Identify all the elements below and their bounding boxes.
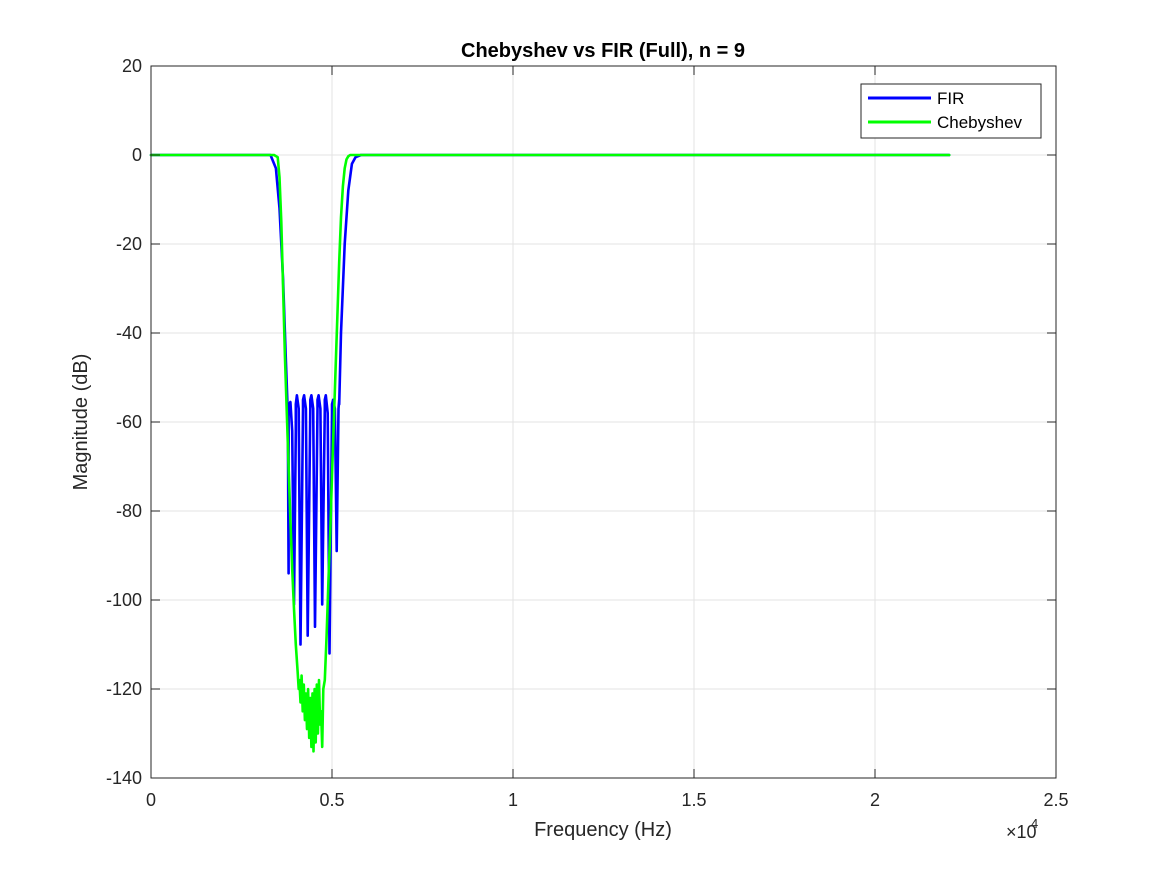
y-tick-label: 20: [122, 56, 142, 76]
x-axis-label: Frequency (Hz): [534, 819, 672, 841]
x-tick-labels: 0 0.5 1 1.5 2 2.5: [146, 790, 1069, 810]
x-exponent-power: 4: [1031, 816, 1038, 831]
series-line-chebyshev: [149, 153, 951, 753]
y-tick-label: -100: [106, 590, 142, 610]
legend-box: [860, 83, 1042, 139]
x-tick-label: 2: [870, 790, 880, 810]
y-tick-label: 0: [132, 145, 142, 165]
x-tick-label: 2.5: [1043, 790, 1068, 810]
y-tick-label: -80: [116, 501, 142, 521]
x-tick-label: 0: [146, 790, 156, 810]
y-tick-label: -40: [116, 323, 142, 343]
y-tick-label: -140: [106, 768, 142, 788]
plot-area: [149, 65, 1057, 779]
y-tick-label: -60: [116, 412, 142, 432]
y-axis-label: Magnitude (dB): [70, 354, 92, 491]
x-exponent-base: ×10: [1006, 822, 1037, 842]
y-tick-label: -20: [116, 234, 142, 254]
legend-label-chebyshev: Chebyshev: [937, 113, 1023, 132]
legend: FIR Chebyshev: [860, 83, 1042, 139]
y-tick-labels: 20 0 -20 -40 -60 -80 -100 -120 -140: [106, 56, 142, 788]
series-lines: [149, 153, 951, 753]
legend-label-fir: FIR: [937, 89, 964, 108]
x-tick-label: 1.5: [681, 790, 706, 810]
chart-title: Chebyshev vs FIR (Full), n = 9: [461, 40, 745, 62]
x-tick-label: 1: [508, 790, 518, 810]
y-tick-label: -120: [106, 679, 142, 699]
tick-marks: [150, 65, 1057, 779]
x-tick-label: 0.5: [319, 790, 344, 810]
series-line-fir: [149, 153, 951, 655]
